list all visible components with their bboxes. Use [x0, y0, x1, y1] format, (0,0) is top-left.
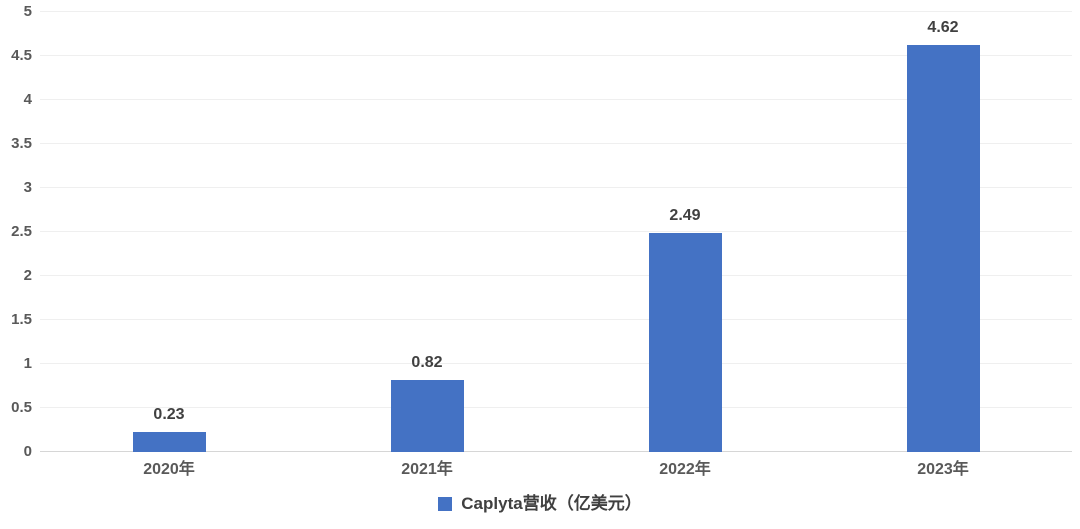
bar-value-label: 4.62	[927, 19, 959, 37]
legend-label: Caplyta营收（亿美元）	[461, 494, 642, 513]
x-axis-category-label: 2022年	[659, 461, 711, 478]
y-axis-tick-label: 3.5	[11, 135, 32, 152]
legend-marker-icon	[438, 497, 453, 511]
gridline	[40, 99, 1072, 100]
x-axis-category-label: 2021年	[401, 461, 453, 478]
x-axis-category-label: 2023年	[917, 461, 969, 478]
gridline	[40, 55, 1072, 56]
y-axis-tick-label: 2.5	[11, 223, 32, 240]
gridline	[40, 363, 1072, 364]
bar-value-label: 2.49	[669, 206, 701, 224]
y-axis-tick-label: 2	[23, 267, 32, 284]
bar-value-label: 0.23	[153, 405, 185, 423]
gridline	[40, 11, 1072, 12]
y-axis-tick-label: 1	[23, 355, 32, 372]
gridline	[40, 407, 1072, 408]
bar-value-label: 0.82	[411, 353, 443, 371]
y-axis-tick-label: 0.5	[11, 399, 32, 416]
y-axis-tick-label: 5	[23, 3, 32, 20]
gridline	[40, 187, 1072, 188]
plot-area	[40, 11, 1072, 452]
y-axis-tick-label: 3	[23, 179, 32, 196]
gridline	[40, 275, 1072, 276]
y-axis-tick-label: 4.5	[11, 47, 32, 64]
gridline	[40, 319, 1072, 320]
x-axis-category-label: 2020年	[143, 461, 195, 478]
y-axis-tick-label: 4	[23, 91, 32, 108]
bar	[390, 379, 464, 452]
x-axis-line	[40, 451, 1072, 452]
bar	[906, 45, 980, 452]
gridline	[40, 143, 1072, 144]
gridline	[40, 231, 1072, 232]
bar	[132, 431, 206, 452]
legend: Caplyta营收（亿美元）	[0, 494, 1080, 514]
bar	[648, 232, 722, 452]
y-axis-tick-label: 0	[23, 443, 32, 460]
y-axis-tick-label: 1.5	[11, 311, 32, 328]
